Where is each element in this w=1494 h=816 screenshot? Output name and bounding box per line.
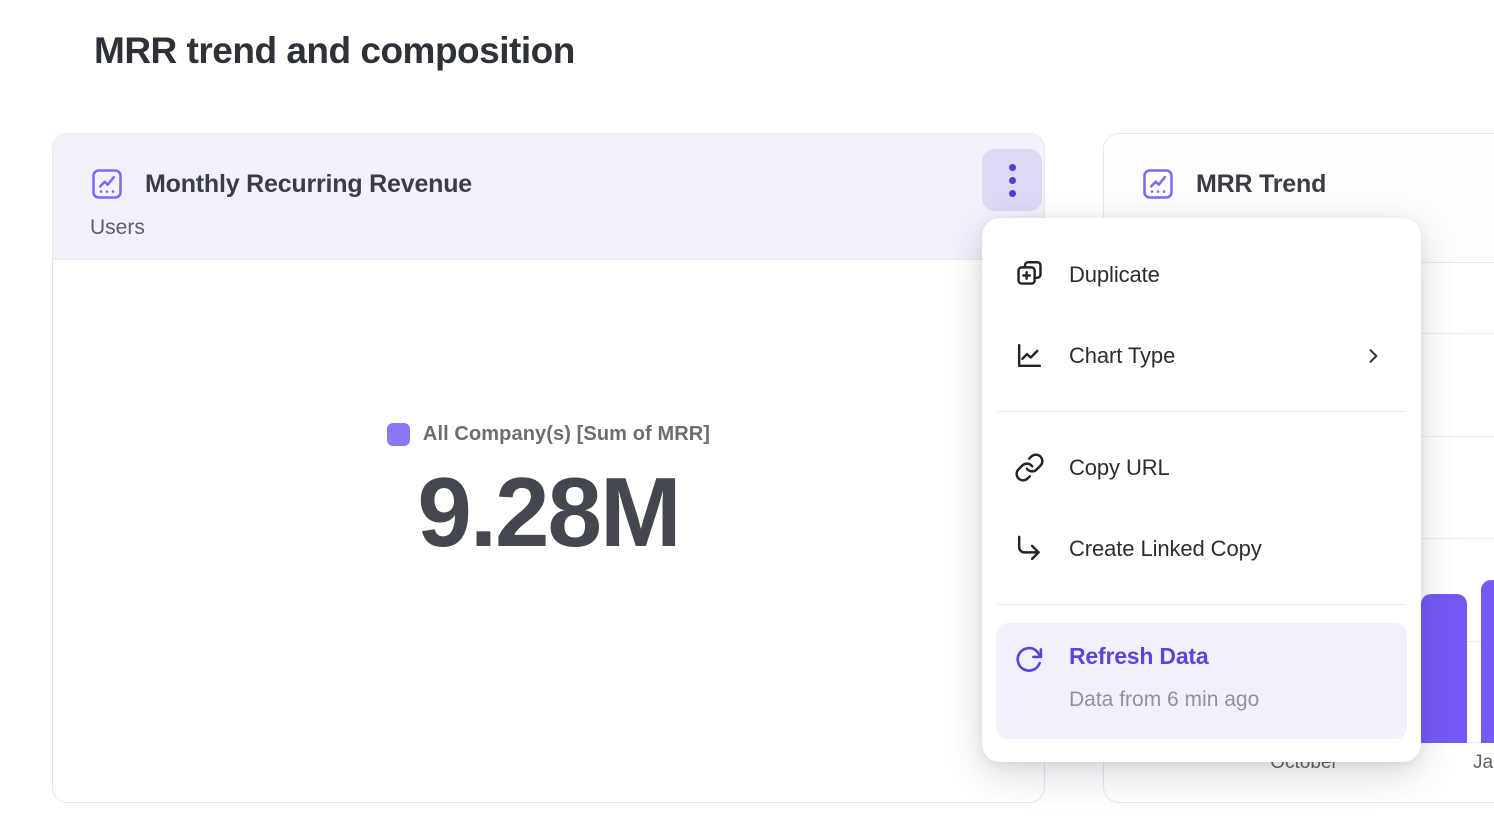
menu-label-copy-url: Copy URL (1069, 454, 1170, 480)
menu-item-create-linked-copy[interactable]: Create Linked Copy (982, 508, 1421, 589)
page-title: MRR trend and composition (94, 30, 575, 71)
kebab-dot (1008, 176, 1016, 184)
bar-october[interactable] (1421, 594, 1467, 743)
mrr-trend-card-title: MRR Trend (1196, 169, 1327, 198)
menu-item-refresh-data[interactable]: Refresh Data Data from 6 min ago (996, 623, 1407, 739)
chart-badge-icon (89, 166, 125, 202)
refresh-data-age-text: Data from 6 min ago (1069, 688, 1260, 711)
kpi-value: 9.28M (417, 457, 681, 567)
legend-swatch (386, 423, 410, 446)
kpi-legend: All Company(s) [Sum of MRR] (386, 423, 711, 446)
kpi-content: All Company(s) [Sum of MRR] 9.28M (53, 260, 1044, 802)
chart-type-icon (1014, 340, 1045, 371)
kebab-dot (1008, 189, 1016, 197)
bar-january[interactable] (1481, 579, 1494, 743)
corner-down-right-arrow-icon (1014, 533, 1045, 564)
menu-label-chart-type: Chart Type (1069, 342, 1176, 368)
menu-item-duplicate[interactable]: Duplicate (982, 234, 1421, 315)
duplicate-icon (1014, 259, 1045, 290)
refresh-icon (1014, 645, 1044, 675)
menu-divider (997, 411, 1406, 412)
kebab-dot (1008, 163, 1016, 171)
menu-item-chart-type[interactable]: Chart Type (982, 315, 1421, 396)
mrr-kpi-card: Monthly Recurring Revenue Users All Comp… (52, 133, 1045, 803)
mrr-kpi-card-header: Monthly Recurring Revenue Users (53, 134, 1044, 260)
card-options-menu: Duplicate Chart Type Copy URL (982, 218, 1421, 762)
mrr-kpi-card-subtitle: Users (90, 216, 145, 239)
menu-divider (997, 604, 1406, 605)
menu-label-duplicate: Duplicate (1069, 261, 1160, 287)
chart-badge-icon (1140, 166, 1176, 202)
card-options-button[interactable] (982, 149, 1042, 211)
menu-item-copy-url[interactable]: Copy URL (982, 427, 1421, 508)
x-tick-january: Ja (1473, 752, 1494, 773)
chevron-right-icon (1363, 346, 1383, 366)
menu-label-refresh-data: Refresh Data (1069, 643, 1209, 669)
mrr-kpi-card-title: Monthly Recurring Revenue (145, 169, 472, 198)
link-icon (1014, 452, 1045, 483)
menu-label-create-linked-copy: Create Linked Copy (1069, 535, 1262, 561)
legend-label: All Company(s) [Sum of MRR] (422, 423, 711, 445)
